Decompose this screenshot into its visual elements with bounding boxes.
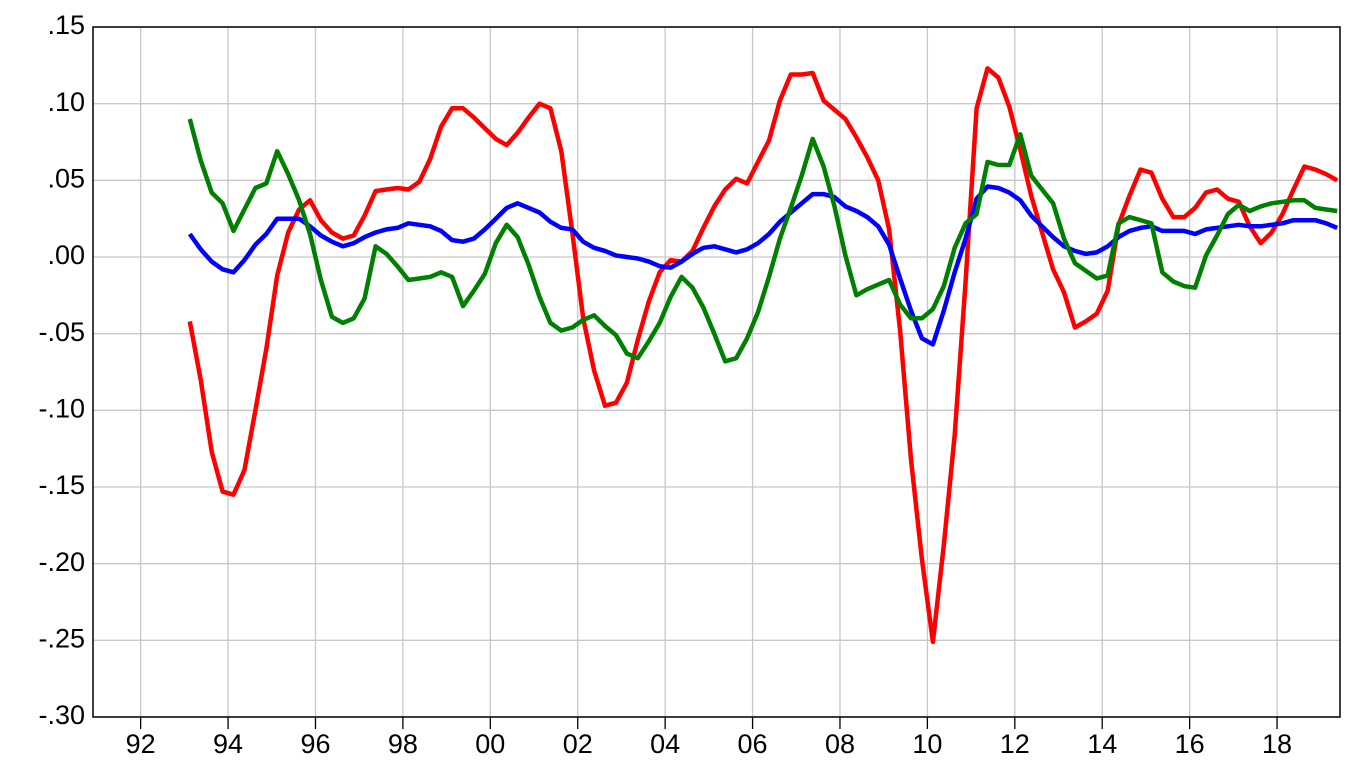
x-tick-label: 08 <box>825 729 855 759</box>
series-line <box>187 118 1338 364</box>
x-tick-label: 12 <box>1000 729 1030 759</box>
series-line <box>187 184 1339 347</box>
y-tick-label: -.05 <box>38 317 85 347</box>
y-tick-label: .05 <box>47 163 85 193</box>
plot-frame <box>92 26 1341 718</box>
x-tick-label: 02 <box>563 729 593 759</box>
x-tick-label: 10 <box>912 729 942 759</box>
y-tick-label: -.20 <box>38 547 85 577</box>
x-tick-label: 98 <box>388 729 418 759</box>
x-tick-label: 16 <box>1175 729 1205 759</box>
x-tick-label: 00 <box>475 729 505 759</box>
y-tick-label: -.25 <box>38 623 85 653</box>
series-line <box>187 66 1339 645</box>
y-tick-label: -.10 <box>38 393 85 423</box>
x-tick-label: 94 <box>213 729 243 759</box>
x-tick-label: 06 <box>738 729 768 759</box>
x-tick-label: 92 <box>126 729 156 759</box>
y-tick-label: -.15 <box>38 470 85 500</box>
y-tick-label: .00 <box>47 240 85 270</box>
x-tick-label: 14 <box>1087 729 1117 759</box>
x-tick-label: 96 <box>300 729 330 759</box>
y-tick-label: -.30 <box>38 700 85 730</box>
y-tick-label: .15 <box>47 10 85 40</box>
x-tick-label: 04 <box>650 729 680 759</box>
x-tick-label: 18 <box>1262 729 1292 759</box>
y-tick-label: .10 <box>47 87 85 117</box>
